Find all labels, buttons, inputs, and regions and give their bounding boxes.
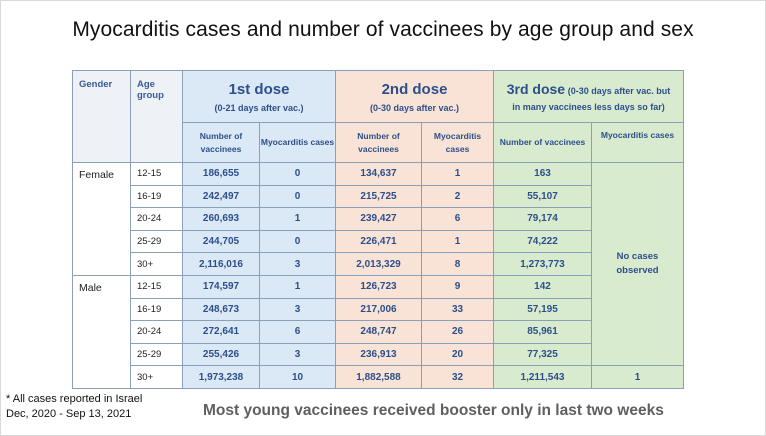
header-dose1: 1st dose (0-21 days after vac.) bbox=[182, 70, 336, 123]
d3-vaccinees-cell: 77,325 bbox=[493, 342, 592, 367]
age-cell: 12-15 bbox=[130, 274, 183, 299]
caption: Most young vaccinees received booster on… bbox=[203, 402, 664, 419]
age-cell: 20-24 bbox=[130, 207, 183, 231]
d3-vaccinees-cell: 163 bbox=[493, 162, 592, 186]
table-row: 25-29 244,705 0 226,471 1 74,222 bbox=[73, 229, 684, 254]
d3-vaccinees-cell: 74,222 bbox=[493, 229, 592, 254]
d2-cases-cell: 8 bbox=[421, 252, 494, 276]
d1-vaccinees-cell: 1,973,238 bbox=[182, 365, 260, 389]
d1-vaccinees-cell: 255,426 bbox=[182, 342, 260, 367]
d1-vaccinees-cell: 244,705 bbox=[182, 229, 260, 254]
d1-cases-cell: 3 bbox=[259, 297, 336, 322]
dose3-title: 3rd dose bbox=[506, 81, 566, 97]
table-row: 20-24 272,641 6 248,747 26 85,961 bbox=[73, 320, 684, 344]
d2-vaccinees-cell: 217,006 bbox=[335, 297, 422, 322]
d3-vaccinees-cell: 1,273,773 bbox=[493, 252, 592, 276]
d2-vaccinees-cell: 1,882,588 bbox=[335, 365, 422, 389]
header-dose2: 2nd dose (0-30 days after vac.) bbox=[335, 70, 494, 123]
age-cell: 20-24 bbox=[130, 320, 183, 344]
d1-cases-cell: 1 bbox=[259, 274, 336, 299]
d3-cases-cell: 1 bbox=[591, 365, 684, 389]
subheader-d3-cases: Myocarditis cases bbox=[591, 122, 684, 163]
footnote: * All cases reported in Israel Dec, 2020… bbox=[6, 392, 142, 422]
dose3-subtitle-1: (0-30 days after vac. but bbox=[567, 86, 671, 96]
d2-cases-cell: 26 bbox=[421, 320, 494, 344]
dose2-title: 2nd dose bbox=[381, 80, 448, 98]
d1-vaccinees-cell: 2,116,016 bbox=[182, 252, 260, 276]
d3-vaccinees-cell: 57,195 bbox=[493, 297, 592, 322]
subheader-d1-vaccinees: Number of vaccinees bbox=[182, 122, 260, 163]
d2-cases-cell: 33 bbox=[421, 297, 494, 322]
d1-cases-cell: 10 bbox=[259, 365, 336, 389]
table-row: 30+ 1,973,238 10 1,882,588 32 1,211,543 1 bbox=[73, 365, 684, 389]
d2-cases-cell: 1 bbox=[421, 229, 494, 254]
d2-cases-cell: 9 bbox=[421, 274, 494, 299]
age-cell: 16-19 bbox=[130, 184, 183, 209]
d1-cases-cell: 0 bbox=[259, 184, 336, 209]
age-cell: 30+ bbox=[130, 252, 183, 276]
age-cell: 25-29 bbox=[130, 342, 183, 367]
d2-cases-cell: 6 bbox=[421, 207, 494, 231]
data-table: Gender Age group 1st dose (0-21 days aft… bbox=[72, 70, 684, 389]
d2-vaccinees-cell: 2,013,329 bbox=[335, 252, 422, 276]
gender-cell: Male bbox=[72, 274, 131, 389]
subheader-d3-vaccinees: Number of vaccinees bbox=[493, 122, 592, 163]
footnote-line1: * All cases reported in Israel bbox=[6, 393, 143, 405]
d1-vaccinees-cell: 174,597 bbox=[182, 274, 260, 299]
d3-vaccinees-cell: 55,107 bbox=[493, 184, 592, 209]
d1-vaccinees-cell: 248,673 bbox=[182, 297, 260, 322]
d3-vaccinees-cell: 79,174 bbox=[493, 207, 592, 231]
gender-cell: Female bbox=[72, 162, 131, 276]
d3-vaccinees-cell: 85,961 bbox=[493, 320, 592, 344]
table-row: Female 12-15 186,655 0 134,637 1 163 No cases ob… bbox=[72, 161, 684, 367]
header-age-group: Age group bbox=[130, 70, 183, 163]
d2-cases-cell: 2 bbox=[421, 184, 494, 209]
d2-vaccinees-cell: 239,427 bbox=[335, 207, 422, 231]
d1-cases-cell: 0 bbox=[259, 162, 336, 186]
d3-no-cases-cell: No cases observed bbox=[591, 161, 684, 367]
d3-vaccinees-cell: 142 bbox=[493, 274, 592, 299]
subheader-d2-vaccinees: Number of vaccinees bbox=[335, 122, 422, 163]
d1-vaccinees-cell: 242,497 bbox=[182, 184, 260, 209]
d2-cases-cell: 20 bbox=[421, 342, 494, 367]
dose2-subtitle: (0-30 days after vac.) bbox=[369, 102, 460, 113]
chart-title: Myocarditis cases and number of vaccinee… bbox=[72, 18, 694, 41]
d3-vaccinees-cell: 1,211,543 bbox=[493, 365, 592, 389]
age-cell: 25-29 bbox=[130, 229, 183, 254]
d1-cases-cell: 3 bbox=[259, 342, 336, 367]
d2-cases-cell: 1 bbox=[421, 162, 494, 186]
subheader-d2-cases: Myocarditis cases bbox=[421, 122, 494, 163]
d1-vaccinees-cell: 272,641 bbox=[182, 320, 260, 344]
footnote-line2: Dec, 2020 - Sep 13, 2021 bbox=[6, 408, 132, 420]
age-cell: 12-15 bbox=[130, 162, 183, 186]
dose3-subtitle-2: in many vaccinees less days so far) bbox=[512, 102, 665, 112]
d2-cases-cell: 32 bbox=[421, 365, 494, 389]
d1-cases-cell: 6 bbox=[259, 320, 336, 344]
header-gender: Gender bbox=[72, 70, 131, 163]
d1-cases-cell: 0 bbox=[259, 229, 336, 254]
d1-vaccinees-cell: 186,655 bbox=[182, 162, 260, 186]
age-cell: 30+ bbox=[130, 365, 183, 389]
d2-vaccinees-cell: 134,637 bbox=[335, 162, 422, 186]
d2-vaccinees-cell: 126,723 bbox=[335, 274, 422, 299]
age-cell: 16-19 bbox=[130, 297, 183, 322]
d2-vaccinees-cell: 236,913 bbox=[335, 342, 422, 367]
subheader-d1-cases: Myocarditis cases bbox=[259, 122, 336, 163]
header-dose3: 3rd dose (0-30 days after vac. but in ma… bbox=[493, 70, 684, 123]
table-row: 16-19 242,497 0 215,725 2 55,107 bbox=[73, 184, 684, 209]
d1-vaccinees-cell: 260,693 bbox=[182, 207, 260, 231]
table-row: 30+ 2,116,016 3 2,013,329 8 1,273,773 bbox=[73, 252, 684, 276]
no-cases-line2: observed bbox=[616, 265, 659, 277]
dose1-subtitle: (0-21 days after vac.) bbox=[214, 102, 304, 113]
d1-cases-cell: 3 bbox=[259, 252, 336, 276]
dose1-title: 1st dose bbox=[228, 80, 290, 98]
d2-vaccinees-cell: 226,471 bbox=[335, 229, 422, 254]
d2-vaccinees-cell: 215,725 bbox=[335, 184, 422, 209]
no-cases-line1: No cases bbox=[616, 251, 659, 263]
d2-vaccinees-cell: 248,747 bbox=[335, 320, 422, 344]
d1-cases-cell: 1 bbox=[259, 207, 336, 231]
